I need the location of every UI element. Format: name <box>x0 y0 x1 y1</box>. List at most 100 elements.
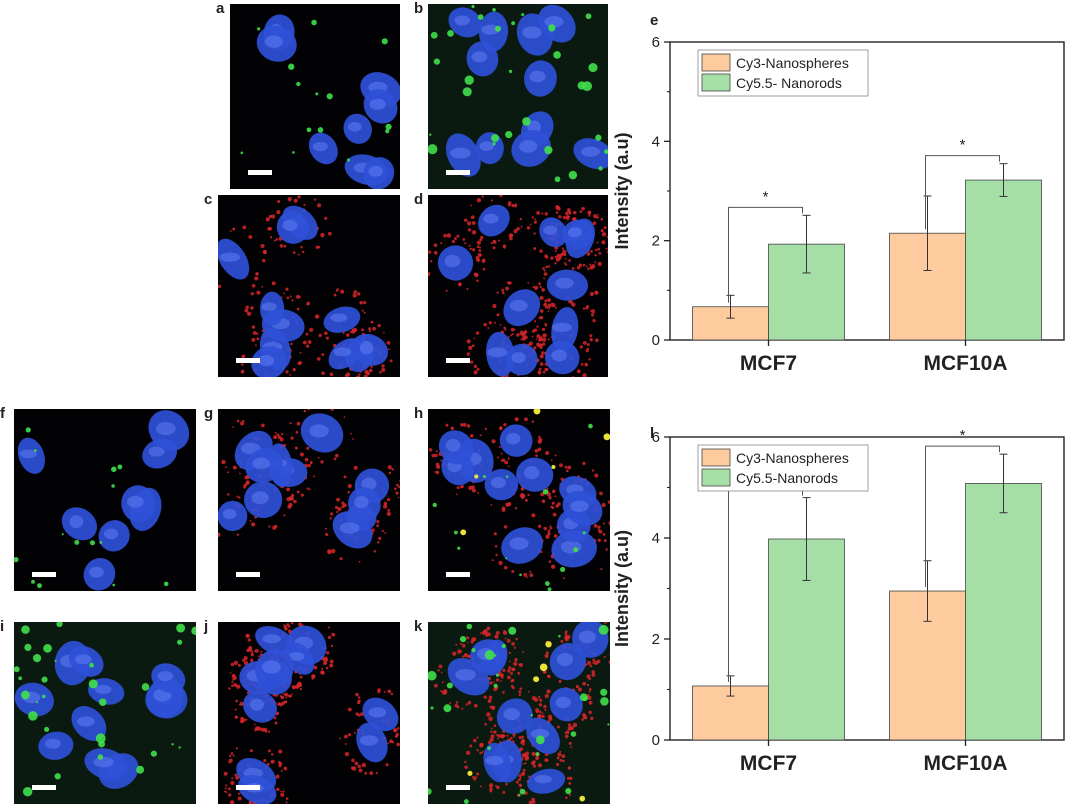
green-signal <box>22 786 33 797</box>
red-signal <box>277 433 280 437</box>
nucleus-highlight <box>450 147 471 159</box>
red-signal <box>396 742 400 747</box>
nucleus-highlight <box>282 219 298 231</box>
nucleus-highlight <box>444 254 461 268</box>
red-signal <box>506 638 511 643</box>
red-signal <box>280 790 282 793</box>
red-signal <box>463 218 468 223</box>
red-signal <box>531 216 535 219</box>
red-signal <box>539 295 544 301</box>
red-signal <box>594 290 599 295</box>
red-signal <box>434 453 438 458</box>
red-signal <box>224 790 227 793</box>
red-signal <box>568 741 572 745</box>
red-signal <box>228 754 232 758</box>
red-signal <box>564 257 567 260</box>
green-signal <box>14 666 20 673</box>
red-signal <box>520 771 526 776</box>
nucleus-highlight <box>148 446 165 457</box>
legend-entry: Cy3-Nanospheres <box>736 55 849 71</box>
red-signal <box>484 632 489 637</box>
red-signal <box>369 771 374 776</box>
red-signal <box>470 215 475 220</box>
red-signal <box>533 232 536 235</box>
red-signal <box>283 624 286 627</box>
red-signal <box>582 373 587 377</box>
red-signal <box>482 267 486 271</box>
red-signal <box>587 661 591 665</box>
red-signal <box>356 700 361 705</box>
red-signal <box>550 459 553 462</box>
red-signal <box>235 775 240 780</box>
red-signal <box>234 773 238 777</box>
green-signal <box>482 474 486 479</box>
green-signal <box>457 546 461 550</box>
scale-bar <box>236 358 260 363</box>
nucleus-highlight <box>288 652 305 661</box>
red-signal <box>473 703 478 708</box>
red-signal <box>589 291 594 296</box>
red-signal <box>476 367 480 371</box>
red-signal <box>565 730 570 735</box>
red-signal <box>351 766 357 771</box>
red-signal <box>296 490 300 494</box>
red-signal <box>476 197 482 203</box>
red-signal <box>363 374 368 377</box>
red-signal <box>454 703 459 708</box>
red-signal <box>456 234 460 238</box>
red-signal <box>493 730 497 734</box>
red-signal <box>537 524 542 528</box>
nucleus-highlight <box>578 630 596 644</box>
green-signal <box>385 123 392 130</box>
red-signal <box>537 763 542 768</box>
red-signal <box>540 346 543 350</box>
red-signal <box>512 667 516 671</box>
green-signal <box>432 502 437 508</box>
red-signal <box>547 714 553 719</box>
red-signal <box>295 294 301 299</box>
red-signal <box>338 737 341 740</box>
red-signal <box>471 488 476 493</box>
red-signal <box>446 233 452 238</box>
colocalized-signal <box>545 641 552 648</box>
green-signal <box>600 697 609 706</box>
green-signal <box>117 464 123 470</box>
green-signal <box>505 475 509 478</box>
red-signal <box>298 622 303 627</box>
nucleus-highlight <box>354 496 369 509</box>
red-signal <box>479 785 482 788</box>
red-signal <box>531 753 534 756</box>
red-signal <box>576 369 581 374</box>
red-signal <box>279 244 284 248</box>
red-signal <box>535 338 538 340</box>
red-signal <box>564 630 568 634</box>
nucleus-highlight <box>567 227 583 238</box>
red-signal <box>591 309 596 314</box>
red-signal <box>445 423 449 427</box>
red-signal <box>336 510 339 514</box>
red-signal <box>476 279 479 282</box>
green-signal <box>28 711 38 721</box>
red-signal <box>503 630 508 635</box>
red-signal <box>514 417 519 422</box>
nucleus-highlight <box>556 652 573 667</box>
red-signal <box>476 736 479 739</box>
red-signal <box>389 359 393 363</box>
red-signal <box>291 685 296 690</box>
green-signal <box>292 151 295 154</box>
panel-label-f: f <box>0 405 5 422</box>
red-signal <box>291 299 294 302</box>
nucleus-highlight <box>555 277 574 289</box>
red-signal <box>520 741 524 745</box>
red-signal <box>542 267 545 270</box>
red-signal <box>330 409 334 411</box>
red-signal <box>466 750 471 756</box>
nucleus-highlight <box>69 515 84 529</box>
green-signal <box>553 51 561 59</box>
red-signal <box>588 688 592 691</box>
nucleus-highlight <box>368 707 387 718</box>
red-signal <box>586 252 591 256</box>
red-signal <box>579 210 583 213</box>
red-signal <box>329 663 334 668</box>
red-signal <box>280 792 285 797</box>
